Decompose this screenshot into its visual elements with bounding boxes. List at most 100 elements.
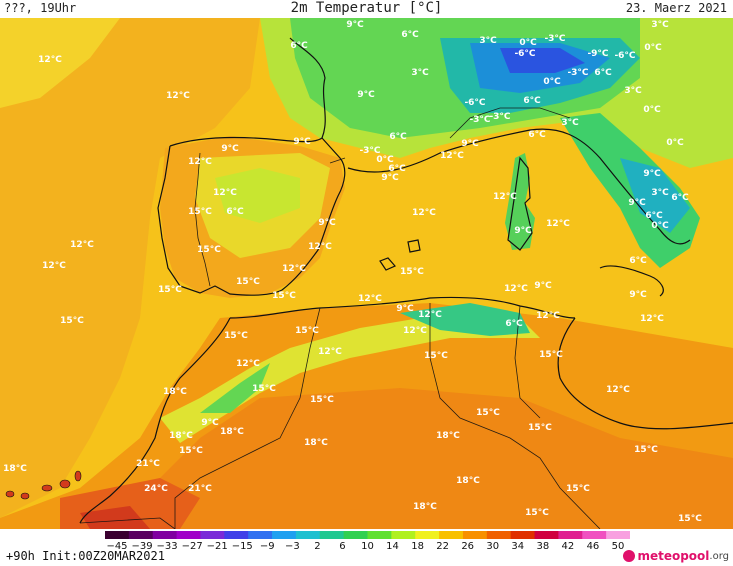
temperature-label: 6°C — [645, 211, 663, 221]
temperature-label: 18°C — [413, 502, 437, 512]
temperature-label: 6°C — [629, 256, 647, 266]
color-scale-tick: 42 — [561, 541, 575, 552]
temperature-label: -6°C — [514, 49, 535, 59]
color-scale-tick: −21 — [206, 541, 228, 552]
temperature-label: 18°C — [304, 438, 328, 448]
temperature-label: 9°C — [534, 281, 552, 291]
color-scale-swatch — [558, 531, 583, 539]
color-scale-tick: 30 — [486, 541, 500, 552]
color-scale-swatch — [462, 531, 488, 539]
temperature-label: 15°C — [224, 331, 248, 341]
temperature-label: 6°C — [528, 130, 546, 140]
temperature-label: -3°C — [469, 115, 490, 125]
color-scale-ticks: −45 −39 −33 −27 −21 −15 −9 −3 2 6 10 14 18 22 26 30 34 38… — [105, 541, 630, 553]
sahara-field — [120, 388, 733, 529]
temperature-label: 15°C — [197, 245, 221, 255]
temperature-label: 9°C — [293, 137, 311, 147]
temperature-label: 6°C — [389, 132, 407, 142]
color-scale-swatch — [415, 531, 440, 539]
color-scale-tick: 50 — [611, 541, 625, 552]
temperature-labels: 9°C6°C3°C 0°C -3°C3°C6°C-6°C -9°C -6°C0°C12°… — [3, 20, 702, 524]
temperature-label: 0°C — [543, 77, 561, 87]
temperature-label: 9°C — [643, 169, 661, 179]
temperature-label: 6°C — [401, 30, 419, 40]
temperature-label: 18°C — [163, 387, 187, 397]
temperature-label: 12°C — [38, 55, 62, 65]
logo-text: meteopool — [637, 549, 710, 563]
color-scale-swatch — [343, 531, 368, 539]
color-scale-tick: −33 — [156, 541, 178, 552]
map-canvas: 9°C6°C3°C 0°C -3°C3°C6°C-6°C -9°C -6°C0°C12°… — [0, 18, 733, 529]
temperature-label: 12°C — [188, 157, 212, 167]
coastlines — [79, 37, 733, 524]
temperature-label: -3°C — [544, 34, 565, 44]
color-scale-tick: 6 — [339, 541, 346, 552]
temperature-label: 3°C — [651, 188, 669, 198]
temperature-label: 12°C — [640, 314, 664, 324]
temperature-label: 12°C — [418, 310, 442, 320]
map-title: 2m Temperatur [°C] — [290, 0, 443, 16]
temperature-label: 12°C — [403, 326, 427, 336]
temperature-label: 9°C — [221, 144, 239, 154]
temperature-label: 9°C — [201, 418, 219, 428]
meteopool-logo-icon — [623, 550, 636, 562]
temperature-label: 18°C — [3, 464, 27, 474]
temperature-label: 12°C — [42, 261, 66, 271]
color-scale-swatch — [391, 531, 416, 539]
temperature-label: 9°C — [346, 20, 364, 30]
alps-core-field — [500, 48, 585, 73]
temperature-label: -3°C — [359, 146, 380, 156]
temperature-label: 15°C — [252, 384, 276, 394]
temperature-label: 21°C — [136, 459, 160, 469]
temperature-label: 9°C — [396, 304, 414, 314]
temperature-label: 9°C — [461, 139, 479, 149]
color-scale-swatch — [534, 531, 559, 539]
temperature-label: 6°C — [388, 164, 406, 174]
temperature-label: 18°C — [456, 476, 480, 486]
logo-tld: .org — [709, 550, 729, 562]
temperature-label: 15°C — [188, 207, 212, 217]
temperature-label: 15°C — [678, 514, 702, 524]
temperature-label: 15°C — [272, 291, 296, 301]
map-footer: −45 −39 −33 −27 −21 −15 −9 −3 2 6 10 14 18 22 26 30 34 38… — [0, 529, 733, 566]
temperature-label: 3°C — [479, 36, 497, 46]
temperature-label: 9°C — [381, 173, 399, 183]
color-scale-tick: 34 — [511, 541, 525, 552]
color-scale-swatch — [319, 531, 345, 539]
color-scale-swatch — [224, 531, 249, 539]
color-scale-swatch — [128, 531, 154, 539]
map-header: ???, 19Uhr 2m Temperatur [°C] 23. Maerz … — [0, 0, 733, 18]
temperature-label: -3°C — [489, 112, 510, 122]
apennine-field — [620, 158, 690, 233]
temperature-label: 15°C — [566, 484, 590, 494]
tell-atlas-field — [400, 303, 530, 336]
color-scale-swatch — [439, 531, 464, 539]
color-scale-tick: 22 — [436, 541, 450, 552]
temperature-label: 15°C — [525, 508, 549, 518]
temperature-label: 12°C — [606, 385, 630, 395]
temperature-label: 0°C — [666, 138, 684, 148]
temperature-label: 12°C — [412, 208, 436, 218]
color-scale-tick: 18 — [411, 541, 424, 552]
temperature-label: 6°C — [505, 319, 523, 329]
color-scale-tick: 10 — [361, 541, 374, 552]
temperature-label: 6°C — [290, 41, 308, 51]
color-scale-swatch — [272, 531, 297, 539]
temperature-label: 15°C — [424, 351, 448, 361]
temperature-label: 3°C — [411, 68, 429, 78]
atlas-high-field — [200, 363, 270, 413]
meteopool-logo[interactable]: meteopool .org — [623, 549, 729, 563]
temperature-label: 12°C — [358, 294, 382, 304]
color-scale-swatch — [105, 531, 130, 539]
color-scale-tick: −27 — [181, 541, 203, 552]
temperature-label: 12°C — [440, 151, 464, 161]
temperature-label: 3°C — [561, 118, 579, 128]
canary-islands — [5, 470, 82, 500]
temperature-label: 0°C — [376, 155, 394, 165]
temperature-label: -6°C — [614, 51, 635, 61]
temperature-label: 12°C — [70, 240, 94, 250]
temperature-label: 15°C — [400, 267, 424, 277]
temperature-label: 9°C — [629, 290, 647, 300]
temperature-label: 9°C — [514, 226, 532, 236]
temperature-label: 12°C — [166, 91, 190, 101]
